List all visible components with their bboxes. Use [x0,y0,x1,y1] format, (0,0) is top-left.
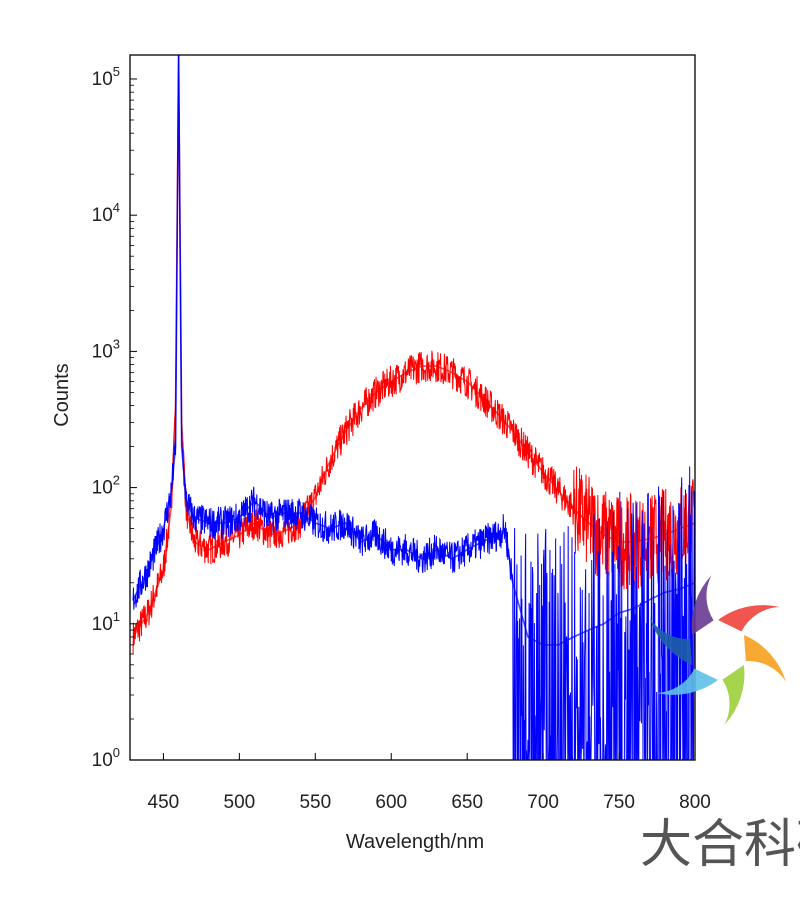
x-tick-label: 650 [451,792,483,813]
plot-area: 450 500 550 600 650 700 750 800 100 101 102 103 104 1… [92,54,711,813]
plot-frame [129,54,696,761]
x-tick-label: 500 [224,792,256,813]
watermark-text: 大合科研 [640,815,800,875]
x-tick-label: 450 [148,792,180,813]
ticks-layer: 450 500 550 600 650 700 750 800 100 101 102 103 104 1… [92,64,711,813]
watermark-logo-petal [722,665,745,725]
series-layer [132,54,696,761]
y-tick-label: 101 [92,609,120,635]
watermark-logo-petal [691,575,714,635]
x-tick-label: 600 [375,792,407,813]
x-axis-label: Wavelength/nm [346,831,484,853]
y-axis-label: Counts [51,363,73,426]
x-tick-label: 800 [679,792,711,813]
watermark-logo-petal [743,635,786,682]
watermark: 大合科研 [640,575,800,875]
y-tick-label: 103 [92,336,120,362]
x-tick-label: 550 [299,792,331,813]
x-tick-label: 750 [603,792,635,813]
x-tick-label: 700 [527,792,559,813]
y-tick-label: 100 [92,745,120,771]
watermark-logo-petal [650,618,693,665]
y-tick-label: 104 [92,200,120,226]
watermark-logo-petal [656,668,718,695]
watermark-logo-petal [718,605,780,632]
y-tick-label: 105 [92,64,120,90]
y-tick-label: 102 [92,473,120,499]
watermark-logo [650,575,786,725]
series-2-line [132,54,696,646]
